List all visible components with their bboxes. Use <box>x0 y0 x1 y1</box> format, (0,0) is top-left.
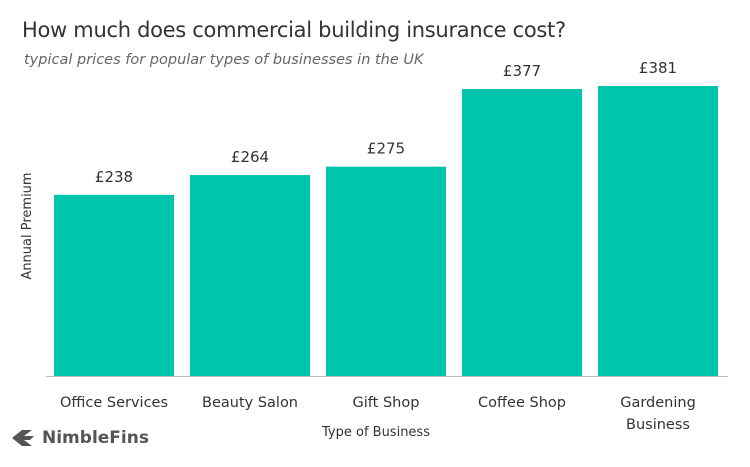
x-tick-label: Coffee Shop <box>478 395 566 411</box>
bar <box>462 89 582 376</box>
logo-text: NimbleFins <box>42 428 149 448</box>
x-axis-label: Type of Business <box>321 425 430 440</box>
data-label: £377 <box>503 62 541 80</box>
x-tick-label: Gardening <box>620 395 696 411</box>
y-axis-label: Annual Premium <box>20 172 35 279</box>
x-tick-label: Office Services <box>60 395 168 411</box>
logo: NimbleFins <box>10 428 149 448</box>
bar <box>54 194 174 376</box>
data-label: £275 <box>367 140 405 158</box>
x-tick-label: Business <box>626 417 690 433</box>
bar <box>598 86 718 376</box>
data-label: £264 <box>231 148 269 166</box>
x-tick-label: Gift Shop <box>353 395 420 411</box>
bar <box>190 175 310 376</box>
data-label: £381 <box>639 59 677 77</box>
data-label: £238 <box>95 168 133 186</box>
chart-subtitle: typical prices for popular types of busi… <box>24 52 424 68</box>
x-tick-label: Beauty Salon <box>202 395 298 411</box>
nimblefins-logo-icon <box>12 430 34 446</box>
bar <box>326 166 446 376</box>
chart-title: How much does commercial building insura… <box>22 18 566 42</box>
